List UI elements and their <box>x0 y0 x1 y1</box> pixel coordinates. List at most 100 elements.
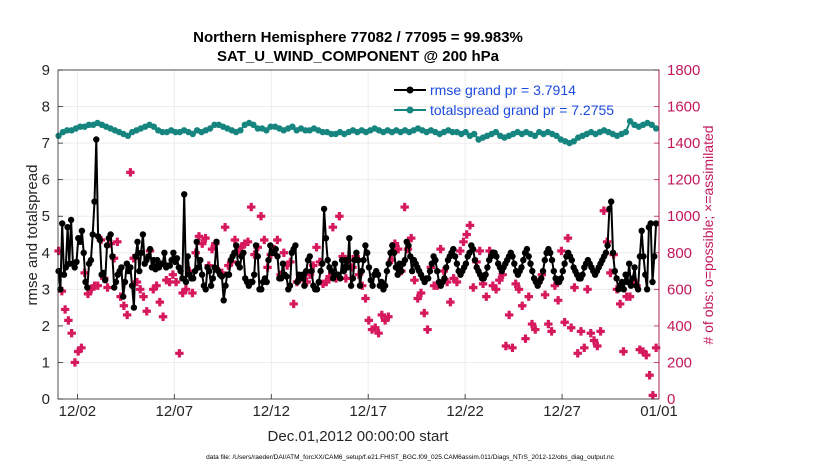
obs-point <box>289 299 298 309</box>
spread-point <box>570 138 577 145</box>
rmse-point <box>353 249 360 256</box>
obs-point <box>547 327 556 336</box>
rmse-point <box>252 242 260 249</box>
obs-point <box>93 281 102 290</box>
obs-point <box>553 296 563 305</box>
rmse-point <box>322 235 330 242</box>
obs-point <box>504 310 514 320</box>
rmse-point <box>64 224 71 231</box>
obs-point <box>550 281 560 290</box>
obs-point <box>442 277 452 287</box>
obs-point <box>606 268 615 278</box>
rmse-point <box>120 293 127 300</box>
rmse-point <box>190 275 197 282</box>
footer-data-file: data file: /Users/raeder/DAI/ATM_forcXX/… <box>206 454 615 461</box>
obs-point <box>439 266 449 276</box>
rmse-point <box>93 136 100 143</box>
right-axis-ticks: 0 200 400 600 800 1000 1200 1400 1600 1800 <box>654 62 700 408</box>
rmse-point <box>231 249 238 256</box>
right-tick-label: 600 <box>667 281 692 298</box>
obs-point <box>570 283 579 292</box>
rmse-point <box>59 220 66 227</box>
rmse-point <box>629 275 636 282</box>
rmse-point <box>640 253 647 260</box>
spread-point <box>648 121 655 128</box>
rmse-point <box>274 253 281 260</box>
obs-point <box>194 232 204 241</box>
obs-point <box>645 371 654 380</box>
obs-point <box>615 299 625 309</box>
rmse-point <box>132 253 139 260</box>
rmse-point <box>324 256 331 264</box>
rmse-point <box>87 256 95 264</box>
rmse-point <box>523 245 531 253</box>
rmse-point <box>647 220 654 227</box>
obs-point <box>256 212 266 221</box>
rmse-point <box>102 277 109 284</box>
rmse-point <box>425 275 432 282</box>
obs-point <box>583 285 592 294</box>
obs-point <box>220 222 230 232</box>
obs-point <box>446 297 455 307</box>
obs-point <box>103 283 112 292</box>
obs-point <box>511 279 520 289</box>
rmse-point <box>346 235 353 242</box>
rmse-point <box>355 256 362 264</box>
obs-point <box>514 285 524 294</box>
rmse-point <box>643 286 651 293</box>
obs-point <box>596 327 605 336</box>
spread-point <box>77 123 84 130</box>
spread-point <box>622 128 629 136</box>
left-axis-label: rmse and totalspread <box>24 165 41 306</box>
rmse-point <box>109 253 116 260</box>
rmse-point <box>146 245 154 253</box>
obs-point <box>508 343 517 353</box>
right-tick-label: 0 <box>667 391 675 408</box>
obs-point <box>380 316 390 325</box>
rmse-point <box>251 271 258 278</box>
spread-point <box>626 118 634 125</box>
rmse-point <box>385 260 392 267</box>
obs-point <box>485 246 494 256</box>
rmse-point <box>389 242 396 249</box>
obs-point <box>387 255 396 265</box>
rmse-point <box>127 264 134 271</box>
obs-point <box>416 288 426 298</box>
rmse-point <box>89 231 96 238</box>
rmse-point <box>249 278 256 286</box>
obs-point <box>338 252 347 261</box>
obs-point <box>576 327 586 336</box>
rmse-point <box>651 253 658 260</box>
rmse-point <box>71 264 78 271</box>
obs-point <box>240 239 249 248</box>
obs-point <box>165 277 174 287</box>
rmse-point <box>401 256 409 264</box>
rmse-point <box>198 271 206 278</box>
left-axis-ticks: 0 1 2 3 4 5 6 7 8 9 <box>42 62 63 408</box>
obs-point <box>580 343 589 353</box>
rmse-point <box>145 253 152 260</box>
rmse-point <box>347 282 355 289</box>
rmse-point <box>451 253 459 260</box>
obs-point <box>224 261 233 270</box>
rmse-point <box>139 231 147 238</box>
rmse-point <box>100 269 107 277</box>
left-tick-label: 0 <box>42 391 50 408</box>
rmse-point <box>652 220 660 227</box>
rmse-point <box>374 271 382 278</box>
rmse-point <box>462 260 470 267</box>
obs-point <box>237 243 246 252</box>
rmse-point <box>360 256 367 264</box>
obs-point <box>410 275 419 285</box>
rmse-point <box>233 242 240 249</box>
obs-point <box>449 274 458 283</box>
rmse-point <box>568 256 575 264</box>
rmse-point <box>609 249 617 256</box>
obs-point <box>188 288 197 298</box>
obs-point <box>230 235 240 245</box>
rmse-point <box>398 267 405 275</box>
rmse-point <box>78 227 86 234</box>
x-tick-label: 01/01 <box>640 403 678 420</box>
obs-point <box>455 246 465 256</box>
obs-point <box>247 202 256 212</box>
